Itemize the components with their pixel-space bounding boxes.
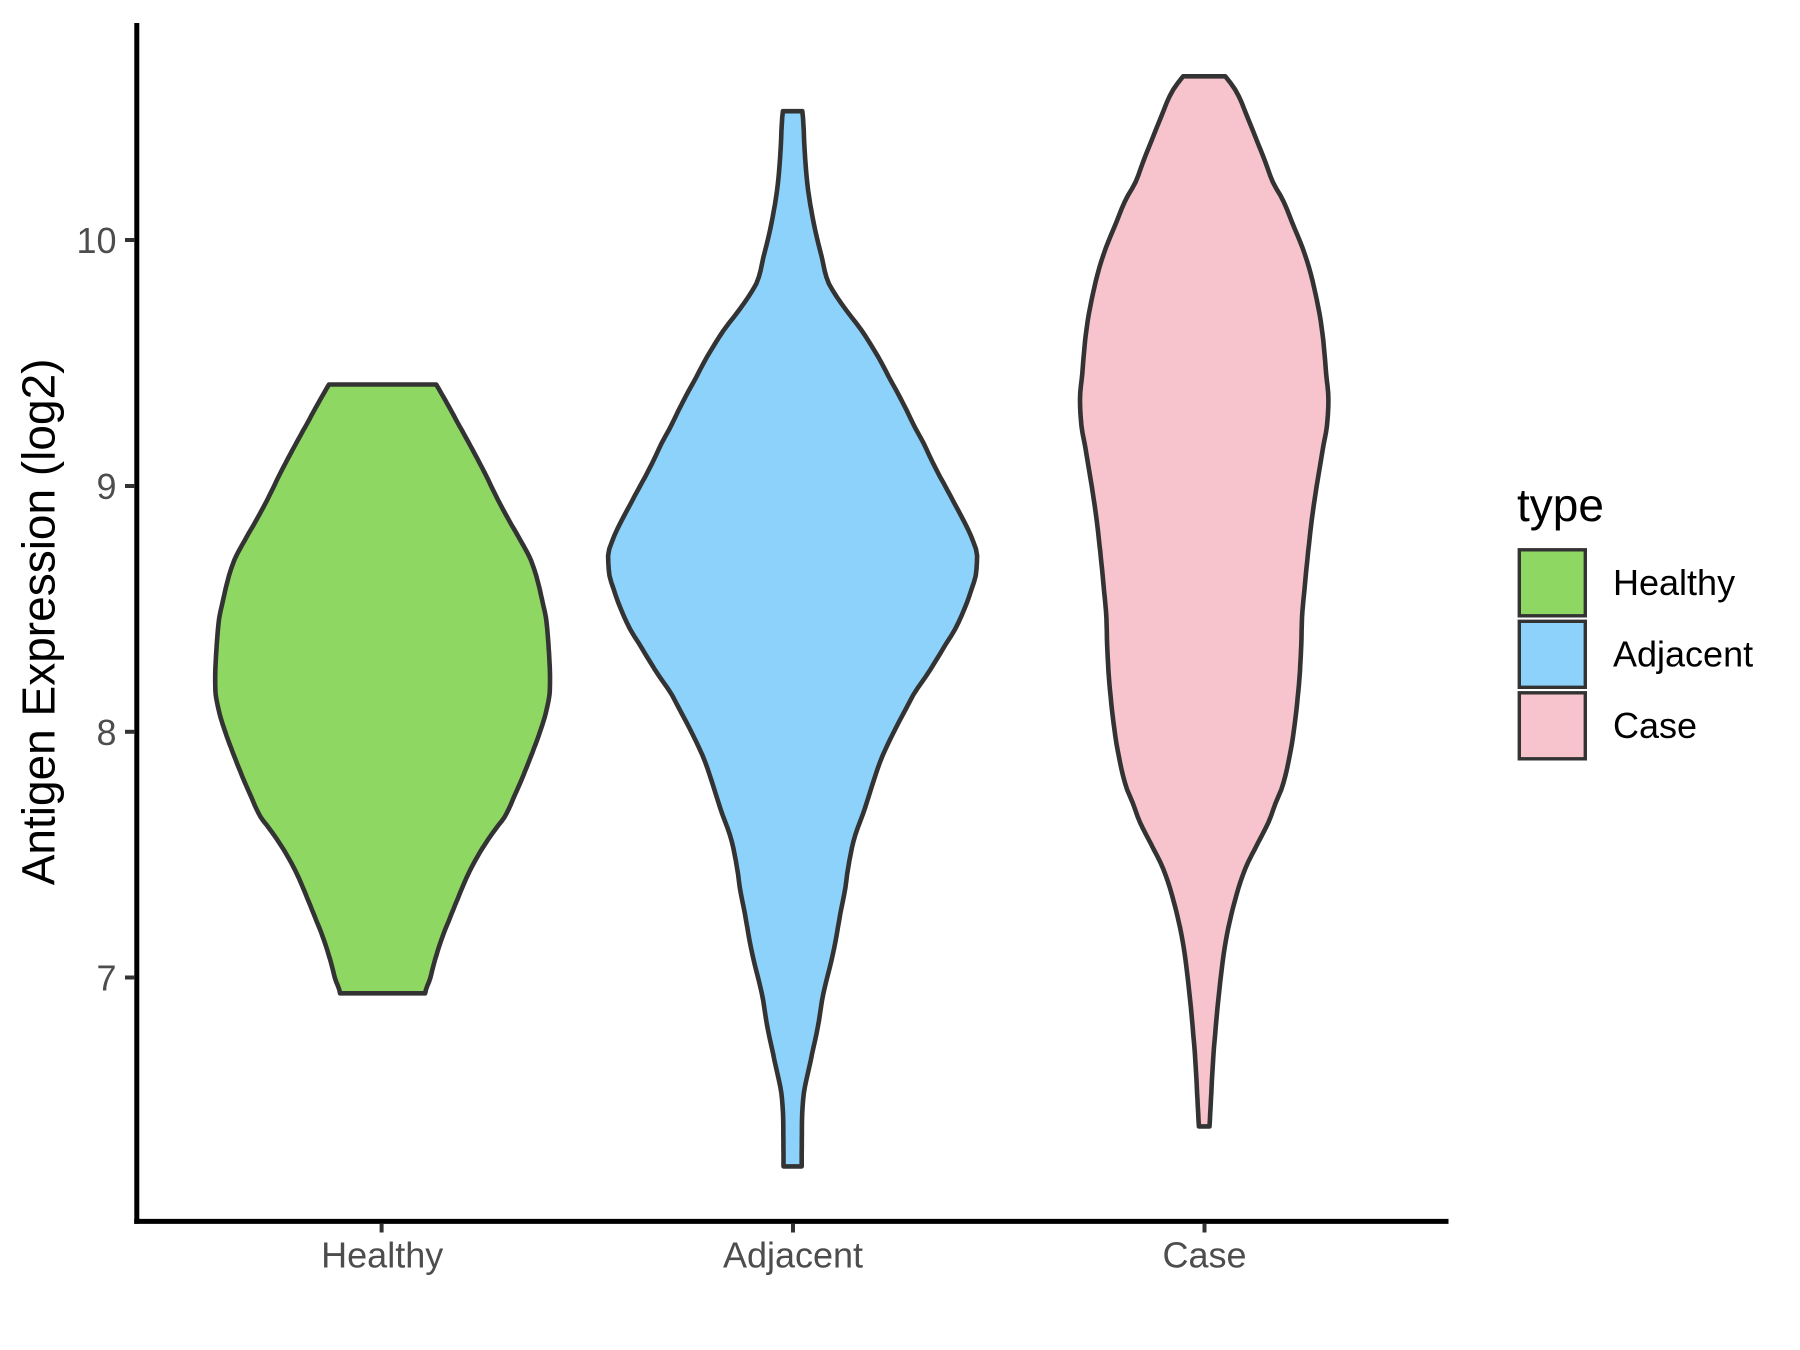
- svg-text:Adjacent: Adjacent: [723, 1235, 863, 1276]
- svg-text:type: type: [1517, 479, 1604, 531]
- svg-text:8: 8: [96, 712, 116, 753]
- svg-text:Case: Case: [1162, 1235, 1246, 1276]
- svg-text:9: 9: [96, 466, 116, 507]
- svg-text:Antigen Expression (log2): Antigen Expression (log2): [13, 359, 65, 886]
- svg-text:7: 7: [96, 958, 116, 999]
- svg-text:Healthy: Healthy: [321, 1235, 443, 1276]
- svg-text:Adjacent: Adjacent: [1613, 633, 1753, 674]
- svg-text:Healthy: Healthy: [1613, 562, 1735, 603]
- svg-text:10: 10: [76, 220, 116, 261]
- svg-text:Case: Case: [1613, 705, 1697, 746]
